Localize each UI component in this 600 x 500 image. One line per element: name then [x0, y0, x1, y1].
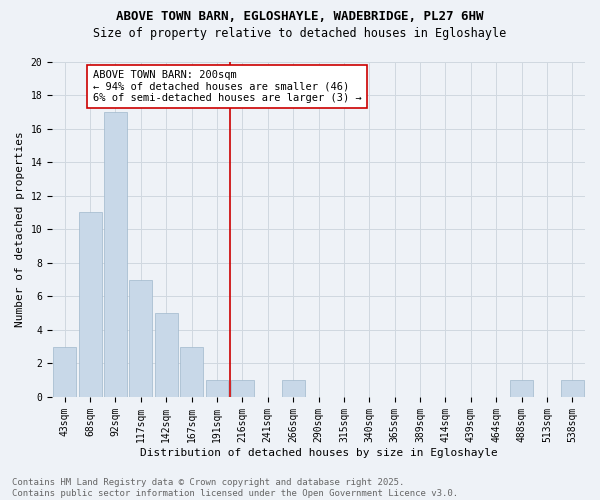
- Bar: [53, 346, 76, 397]
- Bar: [79, 212, 101, 397]
- Text: ABOVE TOWN BARN: 200sqm
← 94% of detached houses are smaller (46)
6% of semi-det: ABOVE TOWN BARN: 200sqm ← 94% of detache…: [92, 70, 361, 103]
- Bar: [561, 380, 584, 397]
- Bar: [206, 380, 229, 397]
- Bar: [130, 280, 152, 397]
- Bar: [510, 380, 533, 397]
- Y-axis label: Number of detached properties: Number of detached properties: [15, 132, 25, 327]
- Text: Contains HM Land Registry data © Crown copyright and database right 2025.
Contai: Contains HM Land Registry data © Crown c…: [12, 478, 458, 498]
- Bar: [231, 380, 254, 397]
- Bar: [104, 112, 127, 397]
- Text: Size of property relative to detached houses in Egloshayle: Size of property relative to detached ho…: [94, 28, 506, 40]
- Bar: [282, 380, 305, 397]
- Bar: [155, 313, 178, 397]
- X-axis label: Distribution of detached houses by size in Egloshayle: Distribution of detached houses by size …: [140, 448, 497, 458]
- Bar: [180, 346, 203, 397]
- Text: ABOVE TOWN BARN, EGLOSHAYLE, WADEBRIDGE, PL27 6HW: ABOVE TOWN BARN, EGLOSHAYLE, WADEBRIDGE,…: [116, 10, 484, 23]
